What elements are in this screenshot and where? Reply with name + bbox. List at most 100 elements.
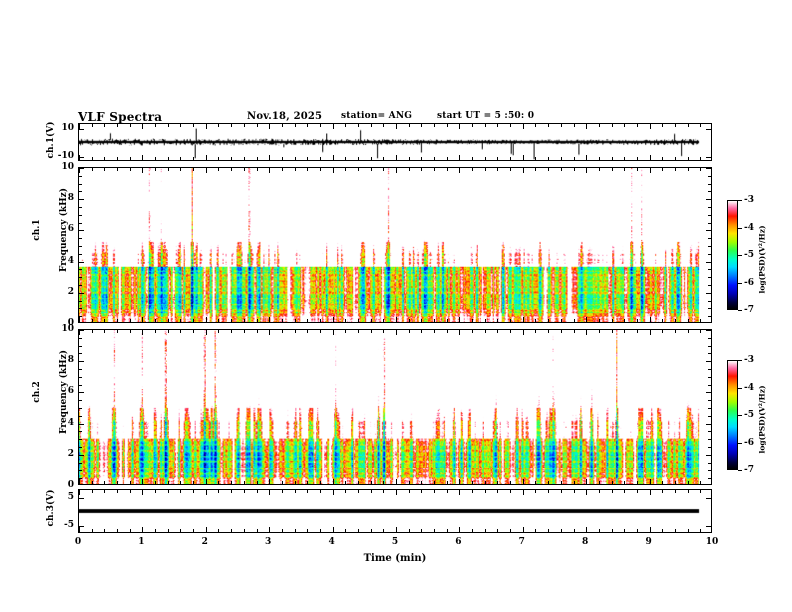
x-tick-minor [484,319,486,322]
x-tick-minor [193,157,195,160]
y-tick-minor [79,308,82,310]
x-tick-minor [319,319,321,322]
x-tick-label: 7 [518,537,525,547]
y-tick-major [706,230,711,232]
x-tick-major [522,479,524,484]
x-tick-label: 8 [582,537,589,547]
y-tick-label: 10 [61,324,74,334]
x-tick-minor [624,490,626,493]
y-tick-minor [708,400,711,402]
x-tick-major [586,490,588,495]
x-tick-minor [167,168,169,171]
x-tick-minor [218,529,220,532]
x-tick-minor [256,124,258,127]
x-tick-minor [446,330,448,333]
y-tick-minor [79,400,82,402]
x-tick-label: 4 [328,537,335,547]
x-tick-minor [662,124,664,127]
x-tick-minor [319,157,321,160]
colorbar-tick [738,227,742,229]
x-tick-minor [421,157,423,160]
x-tick-major [586,527,588,532]
y-tick-major [79,361,84,363]
x-tick-minor [91,157,93,160]
x-tick-major [396,490,397,495]
figure-start-ut: start UT = 5 :50: 0 [437,111,535,121]
x-tick-minor [674,319,676,322]
ch2-colorbar-gradient [727,360,738,470]
colorbar-tick-label: -5 [744,410,754,420]
x-tick-major [79,124,80,129]
x-tick-minor [319,490,321,493]
x-tick-major [396,155,397,160]
x-tick-major [396,124,397,129]
x-tick-major [649,479,651,484]
x-tick-minor [307,330,309,333]
x-tick-minor [117,481,119,484]
x-tick-minor [421,124,423,127]
x-tick-major [142,527,144,532]
x-tick-minor [560,168,562,171]
x-tick-minor [408,319,410,322]
x-tick-minor [636,529,638,532]
x-tick-minor [636,157,638,160]
x-tick-minor [408,124,410,127]
y-tick-minor [79,369,82,370]
x-tick-minor [129,529,131,532]
x-tick-major [79,527,80,532]
x-tick-minor [104,319,106,322]
x-tick-minor [91,319,93,322]
x-tick-minor [357,330,359,333]
x-tick-minor [345,481,347,484]
y-tick-minor [79,462,82,464]
x-tick-minor [294,168,296,171]
x-tick-minor [497,529,499,532]
x-tick-minor [408,490,410,493]
x-tick-major [649,155,651,160]
x-tick-minor [243,124,245,127]
x-tick-minor [484,490,486,493]
y-tick-minor [708,345,711,347]
colorbar-tick-label: -5 [744,250,754,260]
x-tick-minor [294,330,296,333]
y-tick-minor [708,253,711,255]
x-tick-minor [155,319,157,322]
x-tick-minor [104,168,106,171]
x-tick-minor [357,319,359,322]
x-tick-minor [472,481,474,484]
x-tick-minor [218,481,220,484]
x-tick-minor [611,481,613,484]
figure-title: VLF Spectra [78,110,163,124]
x-tick-minor [636,490,638,493]
y-tick-minor [708,300,711,302]
x-tick-minor [446,481,448,484]
y-tick-minor [79,277,82,279]
figure-date: Nov.18, 2025 [247,111,323,122]
x-tick-major [649,490,651,495]
x-tick-minor [281,124,283,127]
x-tick-minor [446,124,448,127]
x-tick-minor [117,330,119,333]
y-tick-label: 0 [67,318,74,328]
y-tick-major [706,361,711,363]
x-tick-minor [180,124,182,127]
x-tick-major [269,168,271,173]
x-tick-minor [218,124,220,127]
x-tick-minor [687,319,689,322]
x-tick-minor [180,168,182,171]
x-tick-minor [357,529,359,532]
x-tick-minor [510,157,512,160]
y-tick-minor [708,191,711,193]
x-tick-minor [497,319,499,322]
colorbar-tick-label: -6 [744,437,754,448]
x-tick-minor [434,490,436,493]
x-tick-major [396,330,397,335]
x-tick-minor [408,481,410,484]
x-tick-minor [497,490,499,493]
ch2-spectrogram-panel [78,329,712,485]
x-tick-minor [434,124,436,127]
x-tick-minor [700,481,702,484]
x-tick-minor [243,157,245,160]
x-tick-major [269,124,271,129]
x-tick-major [522,490,524,495]
